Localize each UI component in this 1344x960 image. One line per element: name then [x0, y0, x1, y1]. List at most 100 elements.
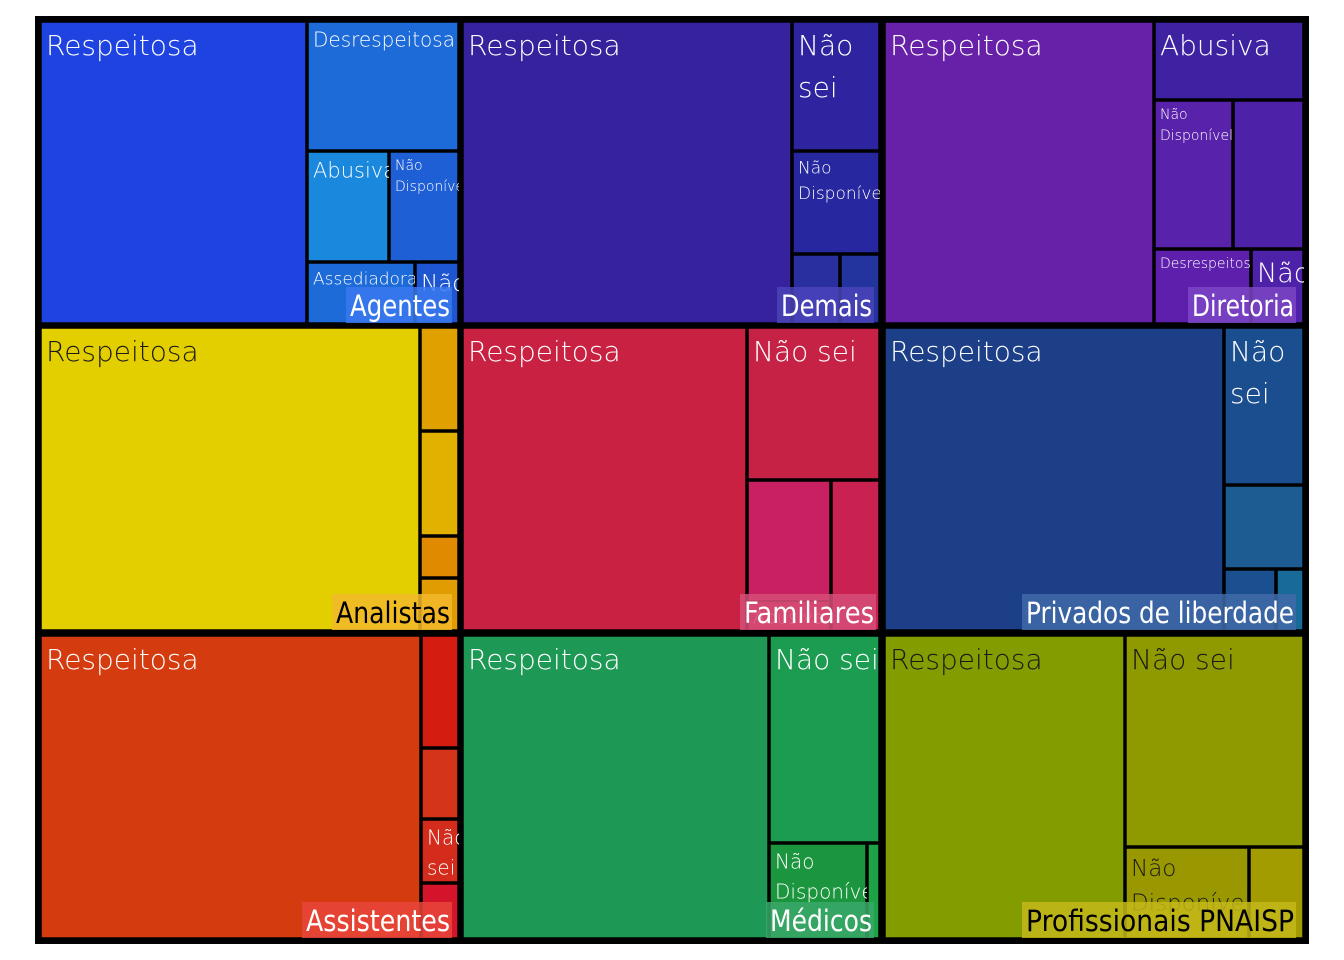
- group-label: Demais: [781, 289, 872, 323]
- cell-label: Respeitosa: [890, 335, 1043, 368]
- cell-profissionais-pnaisp-respeitosa[interactable]: [884, 635, 1125, 939]
- cell-label: Não Disponível: [395, 158, 468, 195]
- cell-label: Respeitosa: [468, 643, 621, 676]
- cell-label-line: Não: [427, 826, 466, 850]
- group-label-tag: [1022, 902, 1296, 938]
- cell-label-line: Respeitosa: [468, 643, 621, 676]
- group-label: Diretoria: [1192, 289, 1294, 323]
- group-label: Familiares: [744, 596, 874, 630]
- cell-demais-nao-sei[interactable]: [792, 21, 880, 151]
- cell-label: Assediadora: [313, 269, 417, 289]
- cell-label: Respeitosa: [468, 335, 621, 368]
- cell-familiares-nao-sei[interactable]: [747, 327, 880, 480]
- cell-label: Não sei: [775, 643, 879, 676]
- cell-label: Respeitosa: [468, 29, 621, 62]
- cell-label-line: Não: [775, 850, 814, 874]
- cell-diretoria-nao-disponivel[interactable]: [1154, 100, 1233, 249]
- group-analistas: Respeitosa Analistas: [38, 325, 460, 633]
- cell-label-line: Desrespeitosa: [1160, 256, 1259, 272]
- group-label: Médicos: [770, 904, 872, 938]
- group-label-tag: [1022, 594, 1296, 630]
- cell-familiares-respeitosa[interactable]: [462, 327, 747, 631]
- group-label-tag: [766, 902, 874, 938]
- cell-analistas-segment-3[interactable]: [420, 536, 459, 578]
- cell-diretoria-respeitosa[interactable]: [884, 21, 1154, 324]
- cell-label: Abusiva: [1160, 29, 1271, 62]
- cell-demais-nao-disponivel[interactable]: [792, 151, 880, 254]
- cell-label-line: Disponível: [395, 179, 468, 195]
- cell-label-line: Abusiva: [1160, 29, 1271, 62]
- cell-label-line: Respeitosa: [468, 29, 621, 62]
- cell-label-line: Não sei: [753, 335, 857, 368]
- cell-agentes-nao-disponivel[interactable]: [389, 151, 459, 262]
- cell-label: Respeitosa: [890, 29, 1043, 62]
- cell-demais-respeitosa[interactable]: [462, 21, 792, 324]
- cell-label-line: Não: [798, 158, 832, 178]
- cell-label: Não sei: [1131, 643, 1235, 676]
- cell-label-line: Não: [1131, 856, 1176, 882]
- cell-label-line: Disponível: [798, 184, 887, 204]
- cell-label: Respeitosa: [46, 643, 199, 676]
- group-label: Analistas: [336, 596, 450, 630]
- cell-label-line: Não: [798, 29, 853, 62]
- group-label-tag: [346, 287, 452, 323]
- cell-assistentes-segment-1[interactable]: [421, 635, 459, 748]
- group-label-tag: [302, 902, 452, 938]
- cell-label-line: Disponível: [775, 880, 879, 904]
- cell-label: Não Disponível: [1160, 107, 1233, 144]
- cell-label-line: Assediadora: [313, 269, 417, 289]
- cell-label-line: Não sei: [1131, 643, 1235, 676]
- group-privados-de-liberdade: Respeitosa Não sei Privados de liberdade: [882, 325, 1306, 633]
- cell-label-line: Desrespeitosa: [313, 28, 455, 52]
- cell-label: Não sei: [1230, 335, 1285, 410]
- cell-agentes-desrespeitosa[interactable]: [307, 21, 459, 151]
- cell-label-line: Respeitosa: [46, 335, 199, 368]
- cell-label: Abusiva: [313, 159, 396, 183]
- cell-label-line: Respeitosa: [890, 643, 1043, 676]
- cell-label: Respeitosa: [890, 643, 1043, 676]
- cell-analistas-segment-1[interactable]: [420, 327, 459, 431]
- cell-privados-de-liberdade-nao-sei[interactable]: [1224, 327, 1304, 485]
- cell-diretoria-abusiva[interactable]: [1154, 21, 1304, 100]
- cell-label-line: Não: [1160, 107, 1188, 123]
- cell-label-line: Respeitosa: [890, 335, 1043, 368]
- cell-privados-de-liberdade-respeitosa[interactable]: [884, 327, 1224, 631]
- cell-label: Não Disponível: [798, 158, 887, 204]
- group-label: Assistentes: [306, 904, 450, 938]
- cell-label-line: sei: [1230, 377, 1270, 410]
- cell-label-line: Respeitosa: [468, 335, 621, 368]
- group-diretoria: Respeitosa Abusiva Não Disponível Desrespeit…: [882, 19, 1310, 325]
- cell-diretoria-segment-3[interactable]: [1233, 100, 1304, 249]
- cell-agentes-respeitosa[interactable]: [40, 21, 307, 324]
- cell-label-line: Respeitosa: [46, 643, 199, 676]
- group-assistentes: Respeitosa Não sei Assistentes: [38, 633, 466, 941]
- group-label: Privados de liberdade: [1026, 596, 1294, 630]
- cell-profissionais-pnaisp-nao-sei[interactable]: [1125, 635, 1304, 847]
- cell-label: Não sei: [753, 335, 857, 368]
- group-label: Profissionais PNAISP: [1026, 904, 1294, 938]
- group-demais: Respeitosa Não sei Não Disponível Demais: [460, 19, 887, 325]
- cell-medicos-respeitosa[interactable]: [462, 635, 769, 939]
- cell-agentes-abusiva[interactable]: [307, 151, 389, 262]
- cell-label: Desrespeitosa: [313, 28, 455, 52]
- cell-privados-de-liberdade-segment-2[interactable]: [1224, 485, 1304, 569]
- cell-label-line: Respeitosa: [46, 29, 199, 62]
- cell-assistentes-respeitosa[interactable]: [40, 635, 421, 939]
- cell-label-line: Não: [1257, 258, 1310, 289]
- cell-label: Desrespeitosa: [1160, 256, 1259, 272]
- cell-assistentes-nao-sei[interactable]: [421, 819, 459, 883]
- cell-assistentes-segment-2[interactable]: [421, 748, 459, 819]
- cell-medicos-nao-sei[interactable]: [769, 635, 880, 843]
- cell-label-line: Não sei: [775, 643, 879, 676]
- cell-label-line: sei: [427, 856, 455, 880]
- cell-label-line: Não: [395, 158, 423, 174]
- cell-analistas-respeitosa[interactable]: [40, 327, 420, 631]
- group-label-tag: [777, 287, 874, 323]
- cell-label: Não: [1257, 258, 1310, 289]
- cell-analistas-segment-2[interactable]: [420, 431, 459, 536]
- group-label: Agentes: [350, 289, 450, 323]
- group-label-tag: [1188, 287, 1296, 323]
- cell-label-line: Não: [1230, 335, 1285, 368]
